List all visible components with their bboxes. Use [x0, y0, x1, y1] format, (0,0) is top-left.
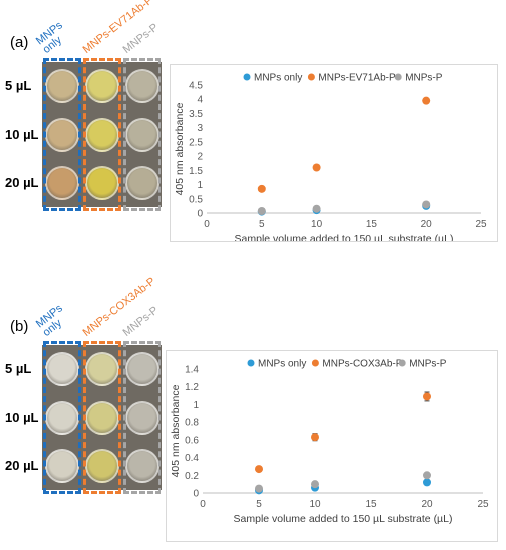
row-label: 20 µL [5, 457, 39, 473]
column-outline [123, 341, 161, 494]
y-tick-label: 0.2 [185, 471, 199, 482]
x-tick-label: 15 [366, 219, 378, 230]
column-outline [43, 58, 81, 211]
column-label: MNPs only [33, 19, 65, 56]
x-tick-label: 10 [309, 499, 321, 510]
x-tick-label: 10 [311, 219, 323, 230]
well [45, 448, 79, 483]
well [45, 352, 79, 387]
legend-entry: MNPs-EV71Ab-P [318, 73, 396, 84]
legend-entry: MNPs-P [409, 359, 447, 370]
row-label: 10 µL [5, 126, 39, 142]
y-tick-label: 3 [197, 123, 203, 134]
x-tick-label: 0 [200, 499, 206, 510]
y-tick-label: 1.2 [185, 382, 199, 393]
row-label: 5 µL [5, 361, 32, 377]
y-tick-label: 2.5 [189, 137, 203, 148]
column-label: MNPs-P [120, 21, 161, 56]
legend-marker [307, 73, 315, 81]
x-axis-title: Sample volume added to 150 µL substrate … [234, 513, 453, 525]
panel-a-chart: 0 0.5 1 1.5 2 2.5 3 3.5 4 4.5 0 5 10 15 20 25 Sample vol… [170, 64, 498, 246]
y-tick-label: 0.5 [189, 194, 203, 205]
y-tick-label: 2 [197, 152, 203, 163]
panel-b-chart-svg: 0 0.2 0.4 0.6 0.8 1 1.2 1.4 0 5 10 15 20 25 Sample vol… [170, 359, 489, 526]
well [85, 400, 119, 435]
data-point [422, 96, 431, 105]
y-axis-title: 405 nm absorbance [174, 102, 186, 195]
legend-entry: MNPs only [254, 73, 302, 84]
y-tick-label: 1.5 [189, 166, 203, 177]
x-tick-label: 5 [256, 499, 262, 510]
data-point [312, 163, 321, 172]
data-point [423, 392, 431, 401]
x-tick-label: 15 [365, 499, 377, 510]
data-point [423, 471, 431, 480]
column-label: MNPs-P [120, 304, 161, 339]
well [125, 352, 159, 387]
plate-photo [42, 345, 162, 490]
y-tick-label: 1 [197, 180, 203, 191]
legend-entry: MNPs-COX3Ab-P [322, 359, 402, 370]
y-tick-label: 0.4 [185, 453, 199, 464]
panel-b-label: (b) [10, 318, 29, 335]
data-point [423, 478, 431, 487]
column-outline [83, 341, 121, 494]
column-label: MNPs-COX3Ab-P [80, 275, 158, 339]
legend-marker [398, 359, 406, 367]
y-tick-label: 4 [197, 95, 203, 106]
x-tick-label: 0 [204, 219, 210, 230]
data-point [257, 184, 266, 193]
data-point [312, 204, 321, 213]
y-tick-label: 3.5 [189, 109, 203, 120]
row-label: 20 µL [5, 174, 39, 190]
x-axis-title: Sample volume added to 150 µL substrate … [235, 233, 454, 241]
x-tick-label: 20 [421, 499, 433, 510]
column-outline [83, 58, 121, 211]
column-outline [123, 58, 161, 211]
y-tick-label: 1 [193, 400, 199, 411]
y-tick-label: 0.8 [185, 418, 199, 429]
y-tick-label: 0.6 [185, 435, 199, 446]
y-tick-label: 1.4 [185, 365, 199, 376]
y-tick-label: 0 [197, 209, 203, 220]
legend-entry: MNPs-P [405, 73, 443, 84]
legend-marker [394, 73, 402, 81]
data-point [311, 433, 319, 442]
data-point [257, 207, 266, 216]
x-tick-label: 5 [259, 219, 265, 230]
data-point [311, 480, 319, 489]
column-outline [43, 341, 81, 494]
data-point [422, 200, 431, 209]
y-tick-label: 0 [193, 489, 199, 500]
x-tick-label: 25 [477, 499, 489, 510]
legend-entry: MNPs only [258, 359, 306, 370]
row-label: 10 µL [5, 409, 39, 425]
column-label: MNPs only [33, 302, 65, 339]
panel-b-chart: 0 0.2 0.4 0.6 0.8 1 1.2 1.4 0 5 10 15 20 25 Sample vol… [166, 350, 498, 542]
well [125, 400, 159, 435]
y-tick-label: 4.5 [189, 81, 203, 92]
x-tick-label: 25 [475, 219, 487, 230]
data-point [255, 465, 263, 474]
panel-a-chart-svg: 0 0.5 1 1.5 2 2.5 3 3.5 4 4.5 0 5 10 15 20 25 Sample vol… [174, 73, 487, 246]
y-axis-title: 405 nm absorbance [170, 384, 182, 477]
x-tick-label: 20 [421, 219, 433, 230]
legend-marker [311, 359, 319, 367]
panel-a-label: (a) [10, 34, 29, 51]
well [125, 69, 159, 104]
legend-marker [243, 73, 251, 81]
row-label: 5 µL [5, 78, 32, 94]
well [125, 448, 159, 483]
legend-marker [247, 359, 255, 367]
well [45, 69, 79, 104]
data-point [255, 484, 263, 493]
